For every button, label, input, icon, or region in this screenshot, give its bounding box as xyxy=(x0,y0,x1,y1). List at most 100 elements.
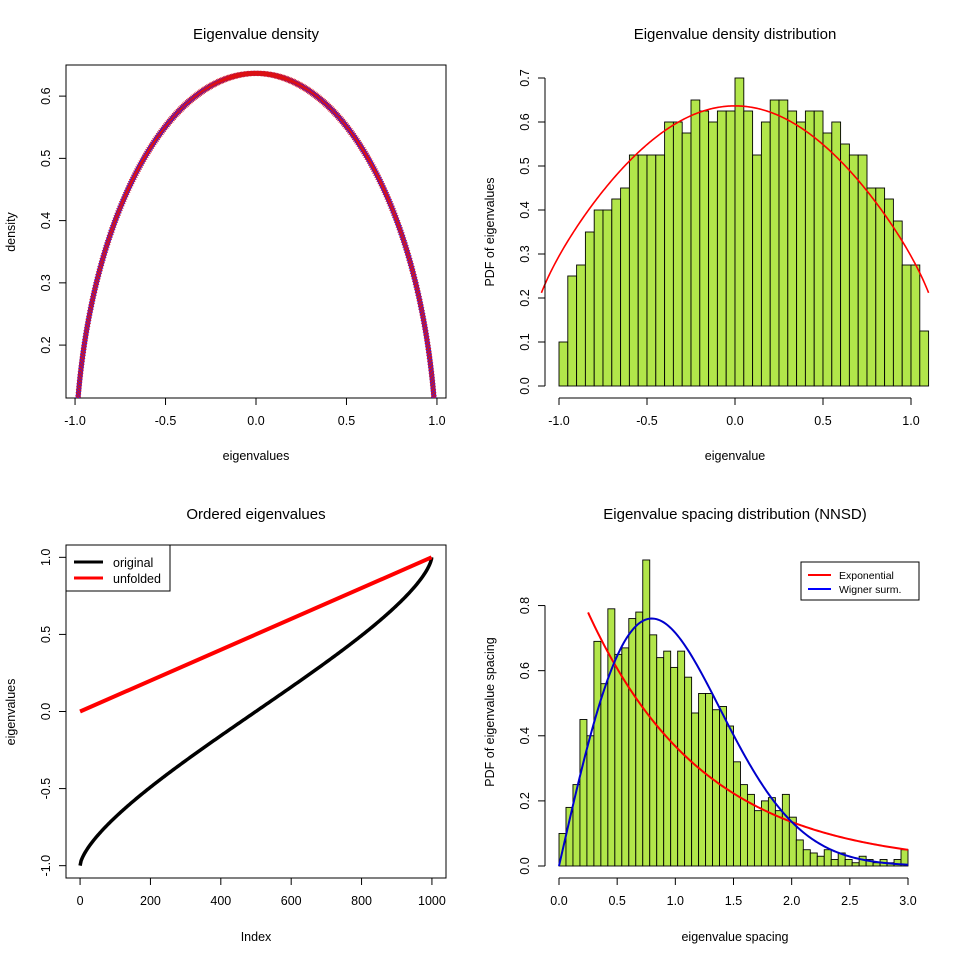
bar xyxy=(787,110,798,387)
data-point xyxy=(75,397,81,398)
data-point xyxy=(73,449,78,454)
data-point xyxy=(73,449,78,454)
x-tick-label: 1.0 xyxy=(902,414,919,428)
x-tick-label: 2.5 xyxy=(841,894,858,908)
bar xyxy=(760,121,771,387)
y-tick-label: 0.5 xyxy=(39,150,53,167)
x-tick-label: 0 xyxy=(77,894,84,908)
x-tick-label: 0.0 xyxy=(726,414,743,428)
bar xyxy=(712,709,720,867)
data-point xyxy=(432,407,437,412)
legend-label-original: original xyxy=(113,556,153,570)
bar xyxy=(851,862,860,867)
data-point xyxy=(210,81,216,88)
y-tick-label: 0.0 xyxy=(518,377,532,394)
bar xyxy=(823,849,832,867)
bar xyxy=(684,676,693,867)
y-tick-label: 0.5 xyxy=(39,626,53,643)
bar xyxy=(677,650,686,867)
bar xyxy=(726,725,734,867)
y-tick-label: -1.0 xyxy=(39,855,53,877)
chart-title: Eigenvalue density xyxy=(193,26,319,43)
bar xyxy=(795,839,804,867)
bar xyxy=(767,797,776,867)
bar xyxy=(614,653,623,867)
y-axis-label: density xyxy=(4,211,18,251)
bar xyxy=(743,110,754,387)
data-point xyxy=(287,77,294,84)
x-tick-label: 400 xyxy=(210,894,231,908)
y-tick-label: 0.6 xyxy=(518,662,532,679)
bar xyxy=(740,784,748,867)
y-tick-label: 0.4 xyxy=(518,201,532,218)
y-tick-label: -0.5 xyxy=(39,778,53,800)
y-axis-label: eigenvalues xyxy=(4,679,18,746)
bar xyxy=(840,143,850,387)
y-tick-label: 1.0 xyxy=(39,549,53,566)
bar xyxy=(708,121,718,387)
bar xyxy=(620,187,630,387)
series-line-wigner xyxy=(558,617,909,867)
bar xyxy=(558,341,569,387)
bar xyxy=(670,666,679,867)
chart-title: Ordered eigenvalues xyxy=(186,506,325,523)
panel-eigenvalue-spacing-distribution: Eigenvalue spacing distribution (NNSD) e… xyxy=(483,506,920,944)
bar xyxy=(725,110,736,387)
bar xyxy=(649,634,658,867)
bar xyxy=(663,650,672,867)
panel-eigenvalue-density-distribution: Eigenvalue density distribution eigenval… xyxy=(483,26,836,463)
data-point xyxy=(434,438,439,443)
data-point xyxy=(75,404,80,409)
y-tick-label: 0.8 xyxy=(518,597,532,614)
legend: original unfolded xyxy=(65,544,171,592)
x-tick-label: 3.0 xyxy=(899,894,916,908)
bar xyxy=(910,264,921,387)
bar xyxy=(584,231,595,387)
data-point xyxy=(434,445,439,450)
y-tick-label: 0.6 xyxy=(518,113,532,130)
bar xyxy=(705,693,714,867)
data-point xyxy=(73,433,78,438)
y-tick-label: 0.2 xyxy=(39,336,53,353)
data-point xyxy=(434,430,439,435)
bar xyxy=(628,618,637,867)
data-point xyxy=(289,78,295,85)
data-point xyxy=(73,440,78,445)
data-point xyxy=(434,440,439,445)
bar xyxy=(600,683,609,867)
data-point xyxy=(215,79,222,85)
bar xyxy=(655,154,666,387)
x-tick-label: -1.0 xyxy=(548,414,570,428)
data-point xyxy=(293,80,299,87)
data-point xyxy=(434,435,439,440)
data-point xyxy=(73,445,78,450)
data-point xyxy=(294,81,301,87)
x-tick-label: 0.0 xyxy=(247,414,264,428)
data-point xyxy=(73,435,78,440)
data-point xyxy=(286,77,292,83)
x-axis-label: eigenvalue xyxy=(705,449,766,463)
data-point xyxy=(73,438,78,443)
data-point xyxy=(432,404,437,409)
data-point xyxy=(213,80,219,87)
y-axis-label: PDF of eigenvalues xyxy=(483,177,497,286)
plot-frame xyxy=(65,64,447,399)
data-point xyxy=(434,448,439,453)
bar xyxy=(664,121,674,387)
data-point xyxy=(290,79,297,85)
bar xyxy=(576,264,586,387)
data-point xyxy=(75,407,80,412)
x-tick-label: 0.5 xyxy=(338,414,355,428)
bar xyxy=(690,99,701,387)
y-axis-label: PDF of eigenvalue spacing xyxy=(483,637,497,786)
bar xyxy=(586,735,595,867)
bar xyxy=(579,719,588,867)
bar xyxy=(802,849,811,867)
legend: Exponential Wigner surm. xyxy=(800,561,920,601)
x-tick-label: 0.5 xyxy=(814,414,831,428)
data-point xyxy=(211,81,218,87)
bar xyxy=(816,855,825,867)
bar xyxy=(672,121,683,387)
x-tick-label: 200 xyxy=(140,894,161,908)
data-point xyxy=(73,442,78,447)
